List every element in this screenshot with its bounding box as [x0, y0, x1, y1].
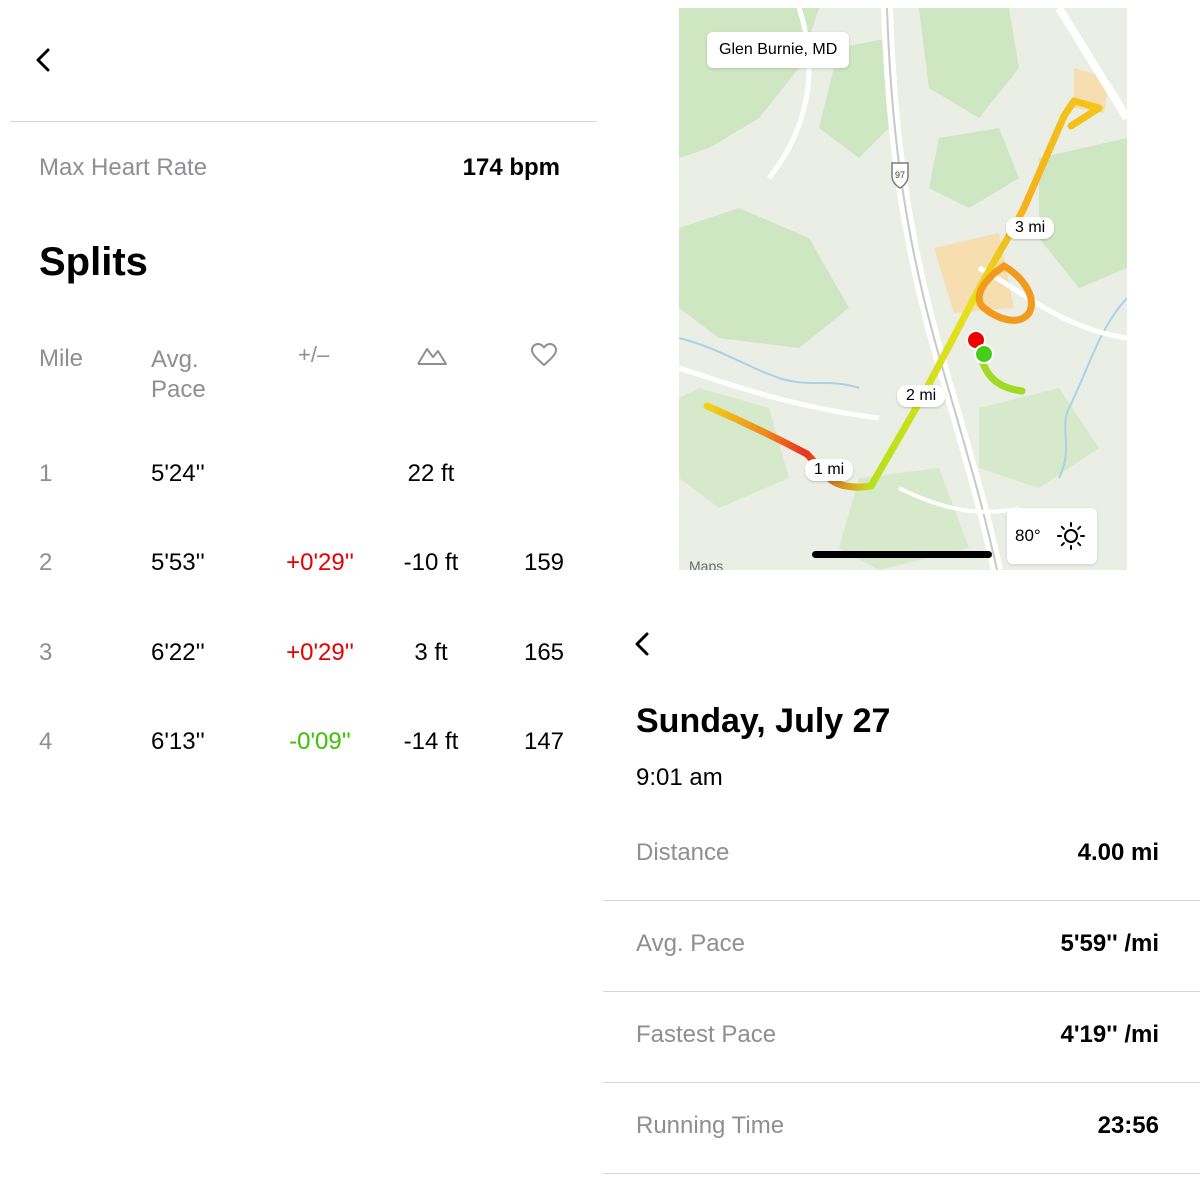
split-mile: 2	[39, 549, 53, 576]
split-pace: 6'22''	[151, 639, 205, 666]
map-canvas: 97	[679, 8, 1127, 570]
mile-marker-1: 1 mi	[805, 459, 854, 481]
split-row: 2 5'53'' +0'29'' -10 ft 159	[0, 549, 600, 589]
maps-credit: Maps	[689, 558, 724, 570]
sun-icon	[1057, 522, 1085, 550]
mile-marker-3: 3 mi	[1006, 217, 1055, 239]
split-elevation: 3 ft	[414, 639, 448, 666]
split-heart-rate: 159	[523, 549, 565, 576]
route-map[interactable]: 97 Glen Burnie, MD 1 mi 2 mi 3 mi 80°	[679, 8, 1127, 570]
back-button[interactable]	[30, 40, 60, 80]
route-segment-1	[703, 402, 875, 491]
stat-value: 23:56	[1097, 1112, 1159, 1139]
column-header-mile: Mile	[39, 345, 84, 372]
split-diff: -0'09''	[289, 728, 351, 755]
workout-start-time: 9:01 am	[636, 764, 723, 791]
splits-screen: Max Heart Rate 174 bpm Splits Mile Avg. …	[0, 40, 600, 768]
route-segment-2	[867, 97, 1103, 490]
row-divider	[603, 991, 1200, 992]
stat-value: 4.00 mi	[1077, 839, 1159, 866]
weather-widget: 80°	[1007, 508, 1097, 564]
max-heart-rate-label: Max Heart Rate	[39, 154, 208, 181]
chevron-left-icon	[36, 48, 50, 72]
row-divider	[603, 1173, 1200, 1174]
split-mile: 4	[39, 728, 53, 755]
location-label: Glen Burnie, MD	[707, 32, 850, 68]
row-divider	[603, 900, 1200, 901]
home-indicator[interactable]	[812, 551, 992, 558]
split-heart-rate: 165	[523, 639, 565, 666]
split-elevation: 22 ft	[407, 460, 455, 487]
stat-value: 4'19'' /mi	[1060, 1021, 1159, 1048]
back-button[interactable]	[629, 624, 659, 664]
stat-row-distance: Distance 4.00 mi	[603, 810, 1200, 901]
split-elevation: -14 ft	[403, 728, 459, 755]
chevron-left-icon	[635, 632, 649, 656]
split-pace: 6'13''	[151, 728, 205, 755]
split-heart-rate: 147	[523, 728, 565, 755]
split-elevation: -10 ft	[403, 549, 459, 576]
stat-label: Fastest Pace	[636, 1021, 777, 1048]
highway-shield-number: 97	[895, 170, 905, 180]
stat-label: Running Time	[636, 1112, 785, 1139]
column-header-avg-pace: Avg. Pace	[151, 346, 206, 403]
mile-marker-2: 2 mi	[897, 385, 946, 407]
route-loop	[975, 261, 1035, 324]
highway-shield-icon: 97	[891, 162, 909, 189]
temperature: 80°	[1015, 526, 1041, 545]
elevation-icon	[416, 340, 448, 368]
split-mile: 3	[39, 639, 53, 666]
stat-label: Avg. Pace	[636, 930, 745, 957]
stat-row-fastest-pace: Fastest Pace 4'19'' /mi	[603, 992, 1200, 1083]
split-pace: 5'24''	[151, 460, 205, 487]
stat-row-running-time: Running Time 23:56	[603, 1083, 1200, 1174]
split-pace: 5'53''	[151, 549, 205, 576]
split-mile: 1	[39, 460, 53, 487]
start-marker	[974, 344, 994, 364]
split-row: 3 6'22'' +0'29'' 3 ft 165	[0, 639, 600, 679]
split-row: 1 5'24'' 22 ft	[0, 460, 600, 500]
stat-label: Distance	[636, 839, 730, 866]
stat-row-avg-pace: Avg. Pace 5'59'' /mi	[603, 901, 1200, 992]
heart-icon	[530, 342, 558, 368]
workout-date: Sunday, July 27	[636, 702, 891, 740]
stat-value: 5'59'' /mi	[1060, 930, 1159, 957]
splits-title: Splits	[39, 240, 148, 284]
split-diff: +0'29''	[286, 639, 354, 666]
workout-summary-screen: 97 Glen Burnie, MD 1 mi 2 mi 3 mi 80°	[603, 0, 1200, 1200]
row-divider	[603, 1082, 1200, 1083]
split-row: 4 6'13'' -0'09'' -14 ft 147	[0, 728, 600, 768]
column-header-diff: +/–	[298, 342, 330, 367]
header-divider	[10, 121, 597, 122]
split-diff: +0'29''	[286, 549, 354, 576]
max-heart-rate-value: 174 bpm	[462, 154, 560, 181]
